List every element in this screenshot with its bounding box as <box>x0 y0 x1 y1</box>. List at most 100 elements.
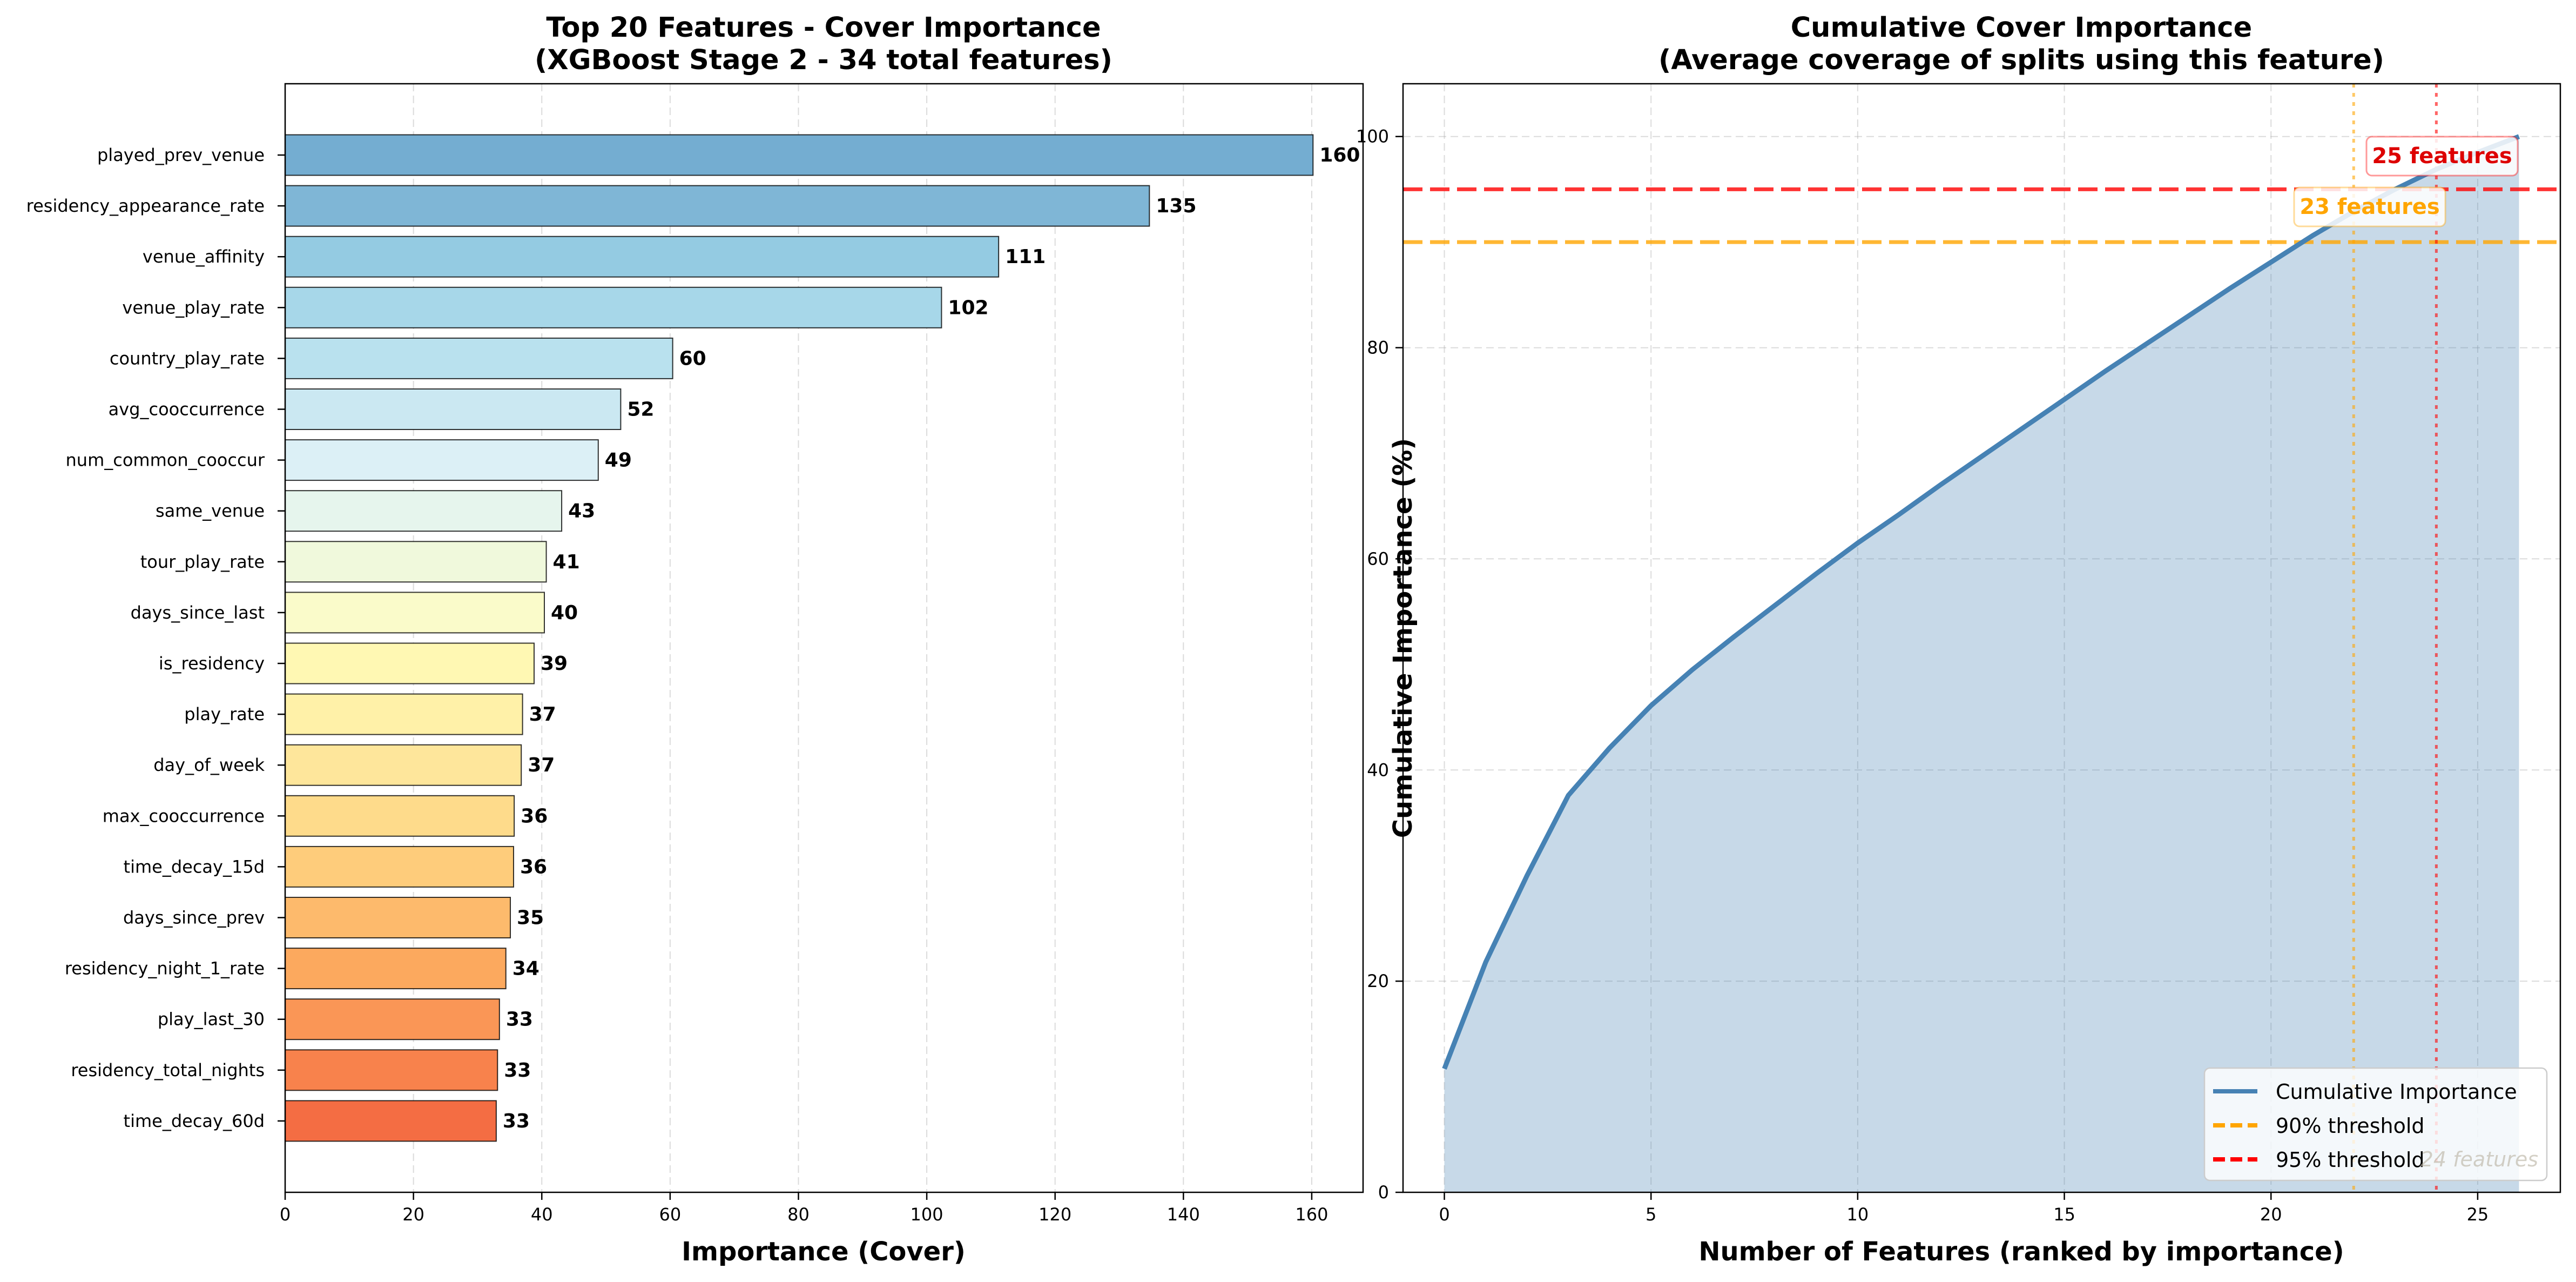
x-tick-label: 40 <box>531 1204 553 1225</box>
legend-item-90-label: 90% threshold <box>2276 1114 2425 1138</box>
annotation-text-95: 25 features <box>2372 144 2512 169</box>
category-label: played_prev_venue <box>97 145 265 165</box>
category-label: residency_night_1_rate <box>65 958 265 979</box>
category-label: play_last_30 <box>158 1009 265 1030</box>
category-label: time_decay_60d <box>124 1111 265 1131</box>
value-label: 37 <box>528 754 555 776</box>
right-y-axis-label: Cumulative Importance (%) <box>1388 438 1418 838</box>
bar-country_play_rate <box>285 337 673 379</box>
value-label: 36 <box>520 856 547 878</box>
bar-time_decay_60d <box>285 1100 497 1142</box>
x-tick-label: 80 <box>787 1204 810 1225</box>
x-tick-label: 5 <box>1646 1204 1656 1225</box>
category-label: time_decay_15d <box>124 856 265 877</box>
feature-importance-bar-chart: Top 20 Features - Cover Importance (XGBo… <box>26 12 1364 1267</box>
y-tick-label: 80 <box>1367 338 1389 358</box>
bar-days_since_last <box>285 592 545 634</box>
x-tick-label: 60 <box>659 1204 681 1225</box>
category-label: avg_cooccurrence <box>109 399 265 420</box>
cumulative-importance-chart: Cumulative Cover Importance (Average cov… <box>1356 12 2561 1267</box>
category-label: days_since_prev <box>123 908 265 928</box>
category-label: play_rate <box>184 704 265 724</box>
value-label: 135 <box>1156 195 1196 217</box>
bar-num_common_cooccur <box>285 439 599 481</box>
category-label: venue_affinity <box>143 246 265 267</box>
x-tick-label: 120 <box>1039 1204 1071 1225</box>
y-tick-label: 100 <box>1356 126 1389 147</box>
bar-day_of_week <box>285 744 522 786</box>
category-label: num_common_cooccur <box>66 450 265 471</box>
category-label: residency_appearance_rate <box>26 196 265 216</box>
value-label: 49 <box>605 449 632 472</box>
bar-tour_play_rate <box>285 541 547 583</box>
category-label: is_residency <box>159 653 265 674</box>
category-label: residency_total_nights <box>71 1060 265 1080</box>
y-tick-label: 60 <box>1367 548 1389 569</box>
left-x-ticks: 0 20 40 60 80 100 120 140 160 <box>280 1192 1328 1225</box>
category-label: country_play_rate <box>110 348 265 368</box>
x-tick-label: 100 <box>911 1204 943 1225</box>
y-tick-label: 40 <box>1367 760 1389 780</box>
x-tick-label: 0 <box>280 1204 291 1225</box>
bar-residency_total_nights <box>285 1049 498 1091</box>
bar-venue_affinity <box>285 236 1000 278</box>
bar-residency_night_1_rate <box>285 948 507 990</box>
value-label: 36 <box>521 805 548 827</box>
bar-same_venue <box>285 490 563 532</box>
value-label: 33 <box>504 1059 531 1082</box>
y-tick-label: 20 <box>1367 971 1389 991</box>
bar-avg_cooccurrence <box>285 388 622 430</box>
left-chart-subtitle: (XGBoost Stage 2 - 34 total features) <box>535 44 1112 76</box>
category-labels: played_prev_venue residency_appearance_ra… <box>26 145 285 1131</box>
bar-residency_appearance_rate <box>285 185 1150 227</box>
value-label: 34 <box>512 958 540 980</box>
x-tick-label: 20 <box>2260 1204 2282 1225</box>
bar-played_prev_venue <box>285 134 1314 176</box>
bar-play_rate <box>285 693 523 735</box>
bar-venue_play_rate <box>285 286 942 328</box>
annotation-text-90: 23 features <box>2299 194 2439 219</box>
value-label: 40 <box>551 602 578 624</box>
x-tick-label: 160 <box>1295 1204 1328 1225</box>
value-label: 39 <box>541 653 568 675</box>
value-label: 33 <box>503 1110 530 1132</box>
right-chart-subtitle: (Average coverage of splits using this f… <box>1658 44 2384 76</box>
legend: Cumulative Importance 90% threshold 95% th… <box>2203 1067 2548 1182</box>
right-plot-frame <box>1402 83 2561 1193</box>
left-x-axis-label: Importance (Cover) <box>682 1237 966 1267</box>
bar-play_last_30 <box>285 998 500 1041</box>
value-label: 160 <box>1319 144 1360 166</box>
right-chart-title: Cumulative Cover Importance <box>1791 12 2252 44</box>
right-axis-ticks: 0 5 10 15 20 25 0 20 40 60 80 100 <box>1356 126 2489 1225</box>
x-tick-label: 15 <box>2053 1204 2075 1225</box>
bar-is_residency <box>285 642 535 684</box>
x-tick-label: 25 <box>2467 1204 2489 1225</box>
category-label: day_of_week <box>153 755 265 775</box>
x-tick-label: 0 <box>1439 1204 1449 1225</box>
category-label: max_cooccurrence <box>103 806 265 826</box>
category-label: days_since_last <box>131 602 265 623</box>
annotation-box-90 <box>2293 186 2446 227</box>
x-tick-label: 20 <box>402 1204 424 1225</box>
value-label: 43 <box>568 500 595 522</box>
bar-max_cooccurrence <box>285 795 515 837</box>
x-tick-label: 140 <box>1167 1204 1200 1225</box>
hidden-annotation-text: 24 features <box>2420 1147 2538 1171</box>
value-label: 37 <box>529 703 556 726</box>
value-label: 41 <box>553 551 580 573</box>
value-label: 33 <box>506 1009 533 1031</box>
category-label: venue_play_rate <box>122 297 265 318</box>
bars <box>285 134 1314 1142</box>
bar-value-labels: 160 135 111 102 60 52 49 43 41 40 39 37 37 36 36 35 34 33… <box>503 144 1360 1132</box>
legend-item-95-label: 95% threshold <box>2276 1148 2425 1172</box>
value-label: 60 <box>679 347 706 370</box>
value-label: 35 <box>517 907 544 929</box>
right-x-axis-label: Number of Features (ranked by importance… <box>1698 1237 2344 1267</box>
left-chart-title: Top 20 Features - Cover Importance <box>546 12 1101 44</box>
y-tick-label: 0 <box>1378 1182 1389 1203</box>
value-label: 102 <box>948 297 988 319</box>
bar-days_since_prev <box>285 897 511 938</box>
legend-item-cumulative-label: Cumulative Importance <box>2276 1080 2517 1104</box>
x-tick-label: 10 <box>1847 1204 1869 1225</box>
